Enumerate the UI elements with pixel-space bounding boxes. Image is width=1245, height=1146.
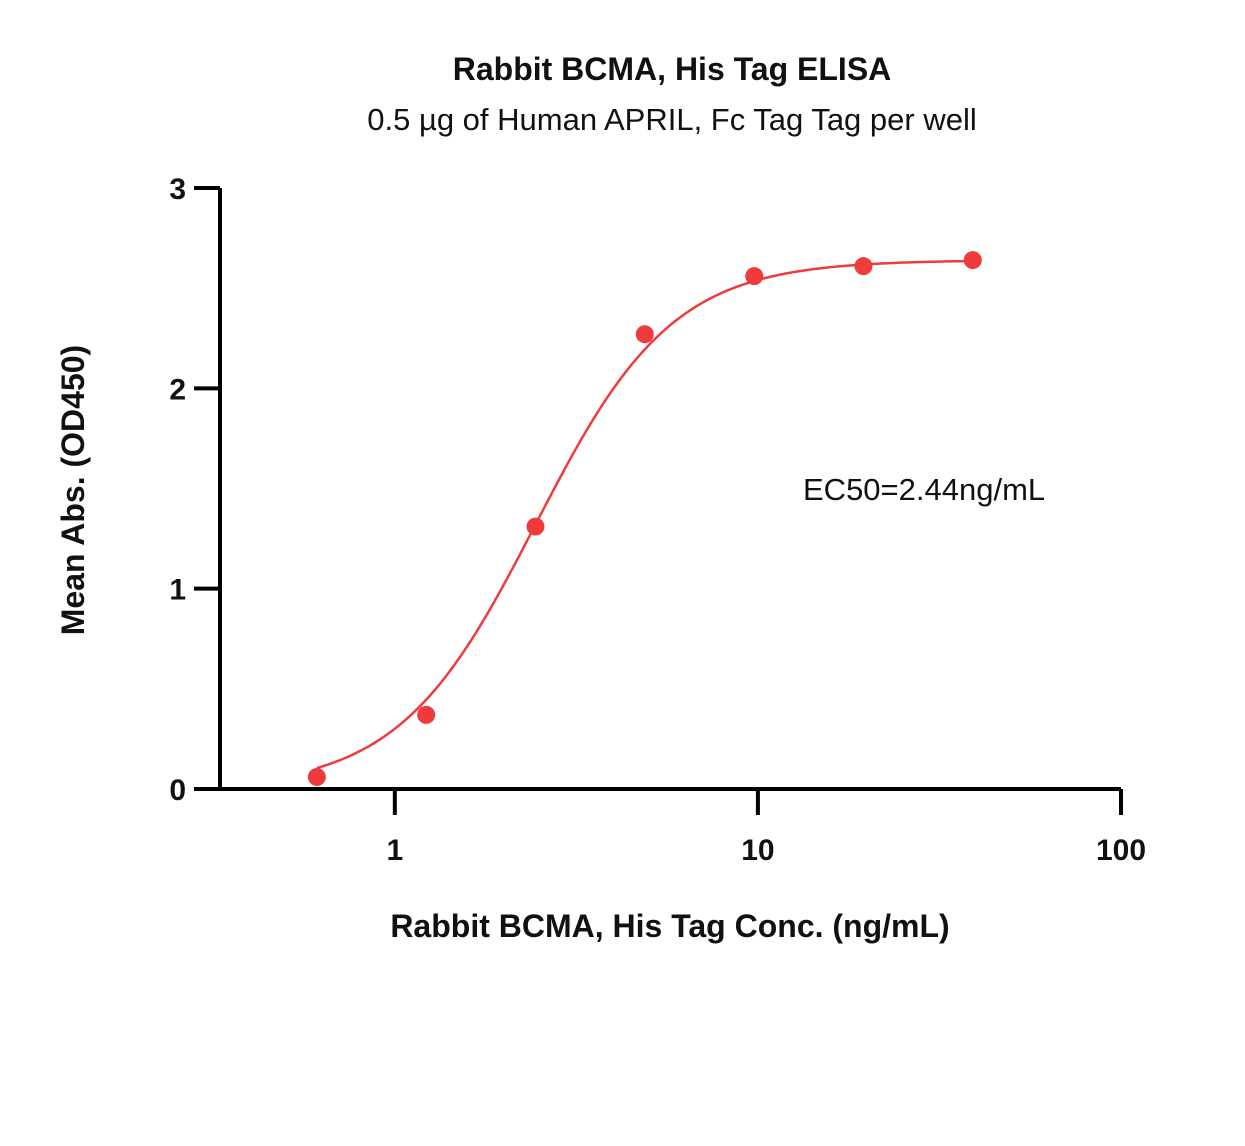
y-axis-label: Mean Abs. (OD450)	[55, 345, 91, 635]
y-tick-label: 3	[169, 173, 186, 206]
data-point	[307, 767, 326, 786]
data-point	[417, 705, 436, 724]
x-ticks: 1 10 100	[386, 789, 1146, 867]
y-ticks: 0 1 2 3	[169, 173, 220, 807]
y-tick-label: 2	[169, 373, 186, 406]
axes	[194, 188, 1121, 791]
data-point	[635, 325, 654, 344]
x-tick-label: 1	[386, 834, 403, 867]
x-tick-label: 100	[1096, 834, 1146, 867]
data-points	[307, 251, 982, 786]
y-tick-label: 1	[169, 574, 186, 607]
ec50-annotation: EC50=2.44ng/mL	[803, 472, 1045, 507]
data-point	[963, 251, 982, 270]
chart-title: Rabbit BCMA, His Tag ELISA	[453, 51, 892, 87]
data-point	[526, 517, 545, 536]
x-axis-label: Rabbit BCMA, His Tag Conc. (ng/mL)	[390, 908, 949, 944]
x-tick-label: 10	[741, 834, 774, 867]
data-point	[745, 267, 764, 286]
y-tick-label: 0	[169, 774, 186, 807]
chart-subtitle: 0.5 µg of Human APRIL, Fc Tag Tag per we…	[367, 102, 976, 137]
data-point	[854, 257, 873, 276]
